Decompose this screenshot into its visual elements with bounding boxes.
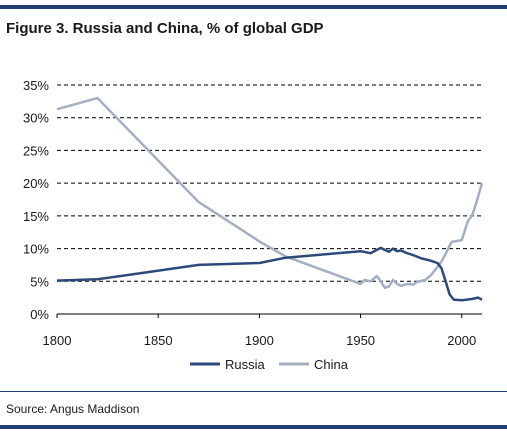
legend-label-china: China	[314, 357, 349, 372]
chart-title: Figure 3. Russia and China, % of global …	[6, 20, 324, 37]
x-tick-label: 2000	[447, 333, 476, 348]
x-axis-ticks: 1800 1850 1900 1950 2000	[43, 314, 476, 348]
series-line-russia	[56, 246, 483, 302]
y-tick-label: 20%	[23, 176, 49, 191]
y-tick-label: 25%	[23, 143, 49, 158]
x-tick-label: 1800	[43, 333, 72, 348]
separator-rule	[0, 391, 507, 392]
top-rule	[0, 5, 507, 9]
x-tick-label: 1900	[245, 333, 274, 348]
y-tick-label: 0%	[30, 307, 49, 322]
x-tick-label: 1950	[346, 333, 375, 348]
y-tick-label: 30%	[23, 111, 49, 126]
y-tick-label: 5%	[30, 274, 49, 289]
series-line-china	[56, 96, 484, 290]
y-axis-ticks: 0% 5% 10% 15% 20% 25% 30% 35%	[23, 78, 49, 322]
source-note: Source: Angus Maddison	[6, 402, 140, 416]
y-tick-label: 15%	[23, 209, 49, 224]
legend-label-russia: Russia	[225, 357, 266, 372]
legend: Russia China	[190, 357, 349, 372]
y-tick-label: 10%	[23, 242, 49, 257]
y-tick-label: 35%	[23, 78, 49, 93]
series-lines	[56, 96, 484, 302]
x-tick-label: 1850	[144, 333, 173, 348]
bottom-rule	[0, 425, 507, 429]
grid-lines	[57, 84, 482, 282]
